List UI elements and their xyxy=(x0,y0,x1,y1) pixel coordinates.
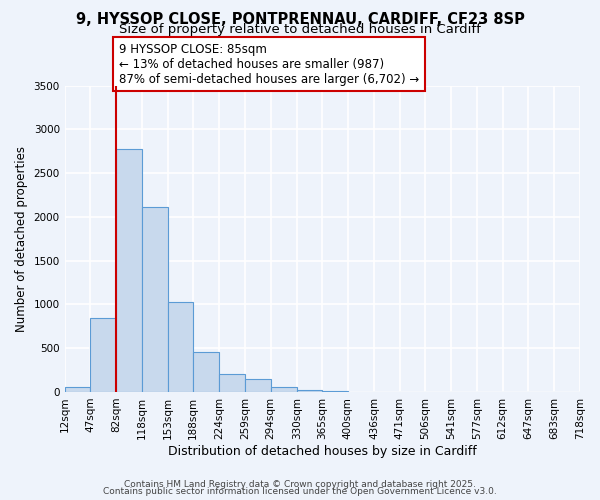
Y-axis label: Number of detached properties: Number of detached properties xyxy=(15,146,28,332)
Text: Contains public sector information licensed under the Open Government Licence v3: Contains public sector information licen… xyxy=(103,487,497,496)
X-axis label: Distribution of detached houses by size in Cardiff: Distribution of detached houses by size … xyxy=(168,444,477,458)
Text: 9 HYSSOP CLOSE: 85sqm
← 13% of detached houses are smaller (987)
87% of semi-det: 9 HYSSOP CLOSE: 85sqm ← 13% of detached … xyxy=(119,42,419,86)
Bar xyxy=(220,374,245,392)
Bar xyxy=(65,387,90,392)
Bar xyxy=(322,391,348,392)
Text: Contains HM Land Registry data © Crown copyright and database right 2025.: Contains HM Land Registry data © Crown c… xyxy=(124,480,476,489)
Bar xyxy=(90,318,116,392)
Bar xyxy=(297,390,322,392)
Bar xyxy=(245,380,271,392)
Bar xyxy=(167,302,193,392)
Bar xyxy=(193,352,220,392)
Bar xyxy=(271,387,297,392)
Text: 9, HYSSOP CLOSE, PONTPRENNAU, CARDIFF, CF23 8SP: 9, HYSSOP CLOSE, PONTPRENNAU, CARDIFF, C… xyxy=(76,12,524,28)
Text: Size of property relative to detached houses in Cardiff: Size of property relative to detached ho… xyxy=(119,22,481,36)
Bar xyxy=(116,148,142,392)
Bar xyxy=(142,207,167,392)
